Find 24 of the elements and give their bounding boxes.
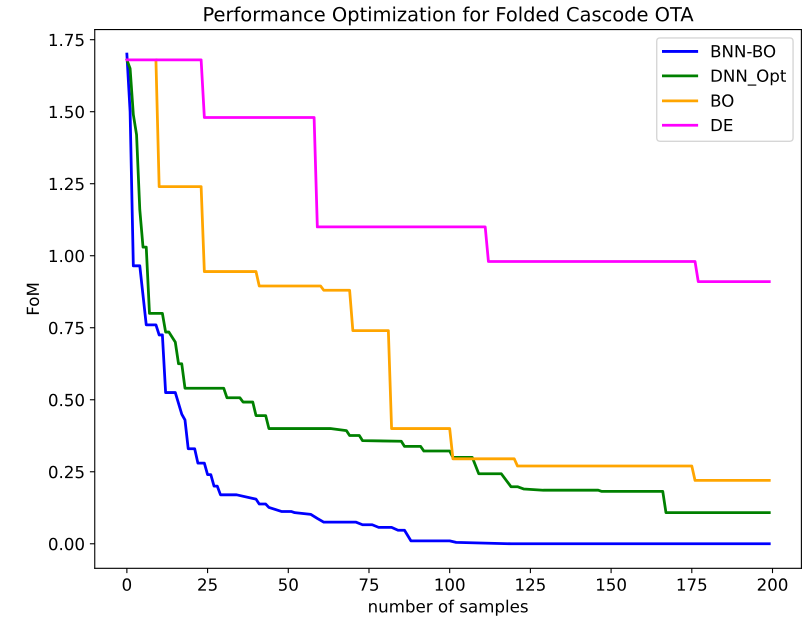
legend-label: BO <box>712 94 734 107</box>
x-tick-label: 100 <box>436 578 464 591</box>
x-tick-label: 25 <box>198 578 217 591</box>
x-tick-label: 200 <box>758 578 788 591</box>
y-tick-label: 0.00 <box>49 538 84 550</box>
x-tick-label: 125 <box>516 578 545 591</box>
y-tick-label: 1.50 <box>50 106 84 118</box>
legend-label: BNN-BO <box>712 44 776 58</box>
y-axis-title: FoM <box>26 284 40 314</box>
y-tick-label: 1.75 <box>50 34 84 46</box>
legend-label: DE <box>712 118 732 132</box>
y-tick-label: 1.25 <box>50 178 84 190</box>
y-tick-label: 0.25 <box>49 466 84 478</box>
y-tick-label: 1.00 <box>50 250 84 262</box>
chart-title: Performance Optimization for Folded Cascode OTA <box>204 6 694 26</box>
y-tick-label: 0.50 <box>49 394 84 406</box>
x-axis-title: number of samples <box>369 600 528 616</box>
x-tick-label: 75 <box>360 578 378 591</box>
legend-label: DNN_Opt <box>712 69 786 86</box>
x-tick-label: 175 <box>678 578 706 591</box>
y-tick-label: 0.75 <box>49 322 84 334</box>
x-tick-label: 50 <box>278 578 298 591</box>
x-tick-label: 0 <box>122 578 132 591</box>
x-tick-label: 150 <box>597 578 626 591</box>
